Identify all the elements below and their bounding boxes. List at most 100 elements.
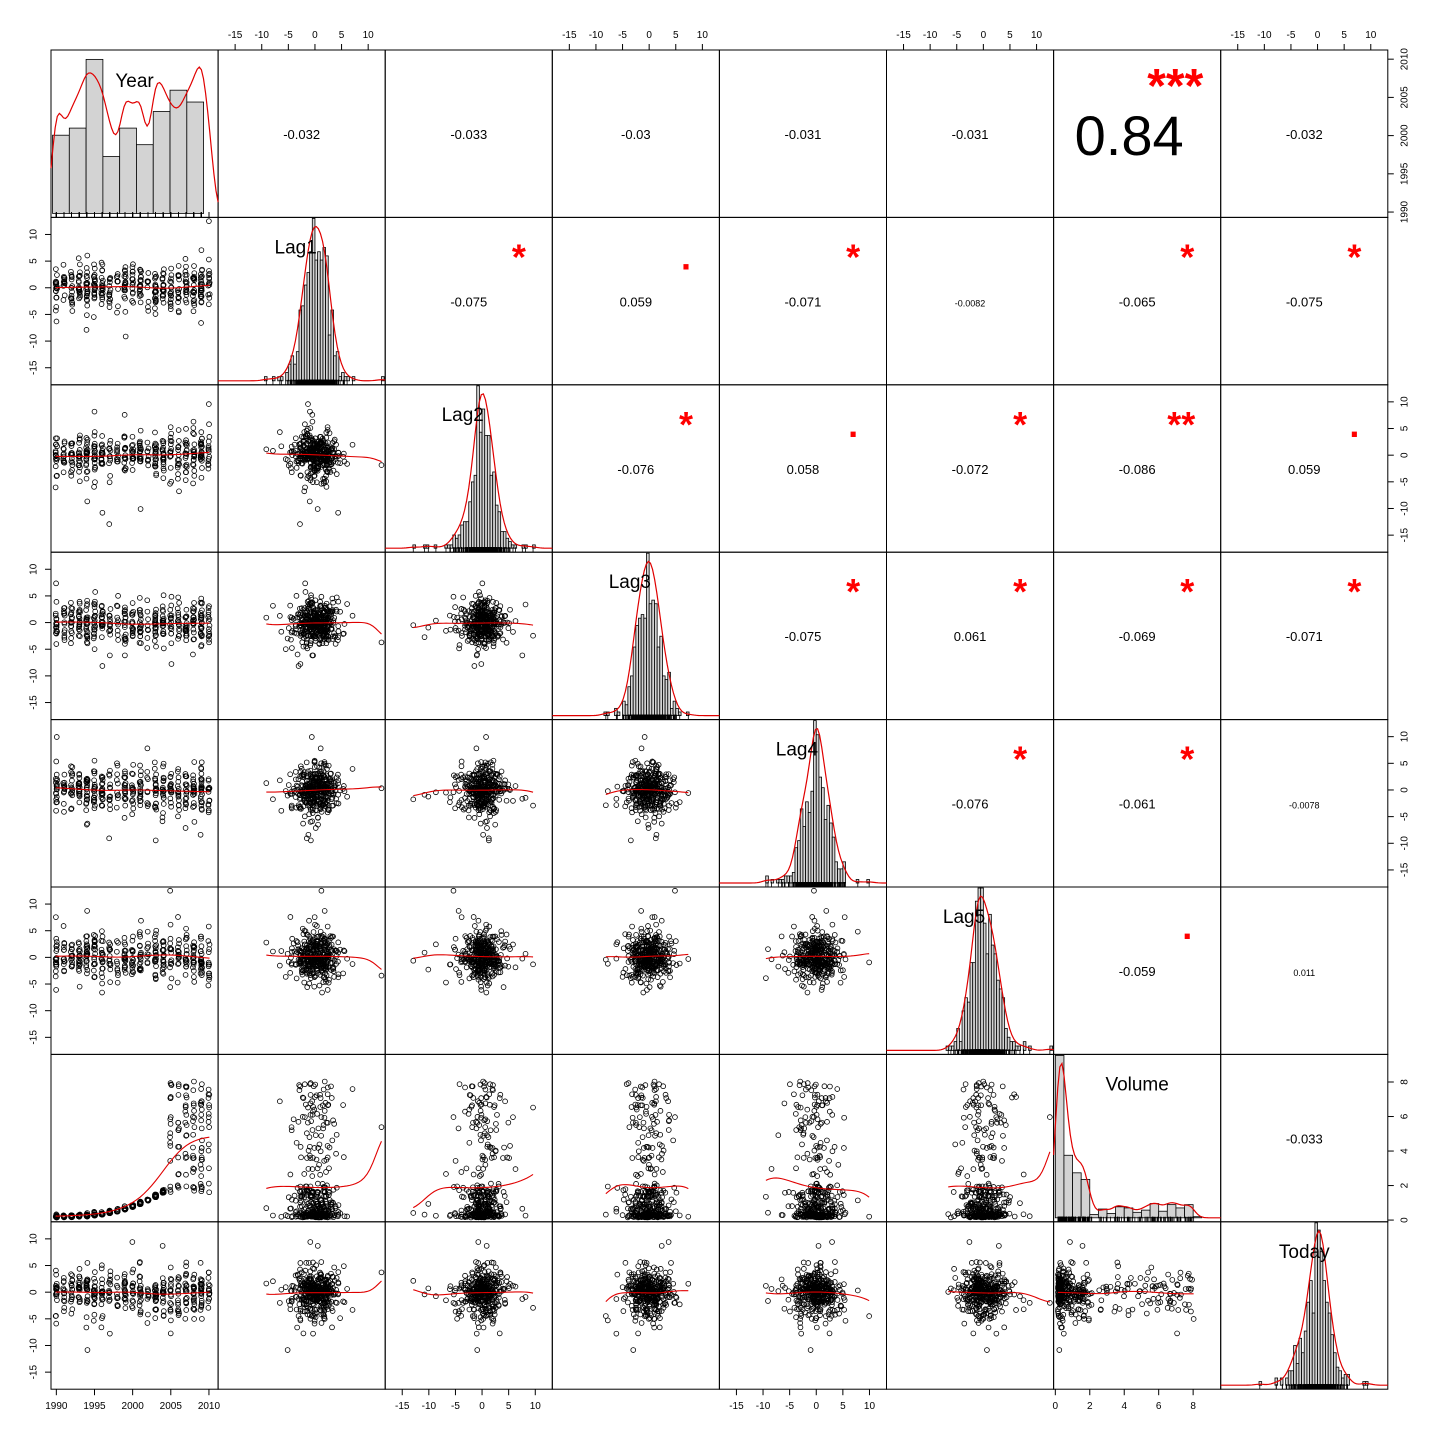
tick-label: 5 [840,1401,846,1412]
data-point [107,275,114,281]
axis-top-lag1: -15 -10 -5 0 5 10 [228,30,374,50]
hist-bar [186,101,205,214]
corr-lag1-lag3: 0.059. [620,236,691,309]
data-point [69,299,75,305]
data-point [144,774,150,781]
data-point [198,429,205,435]
data-point [99,294,106,301]
data-point [152,293,159,299]
panel-lag5-lag2 [384,886,553,1055]
data-point [175,471,181,477]
data-point [182,477,189,483]
data-point [54,272,60,278]
data-point [277,777,283,784]
tick-label: 0 [479,1401,485,1412]
significance-stars: * [846,571,860,612]
data-point [52,463,59,470]
data-point [129,467,136,473]
data-point [503,639,510,646]
data-point [91,261,97,268]
axis-bottom-volume: 0 2 4 6 8 [1053,1389,1196,1412]
hist-bar [381,376,385,382]
axis-left-lag5: -15 -10 -5 0 5 10 [29,898,51,1045]
data-point [176,797,182,804]
data-point [476,589,482,595]
data-point [69,777,75,784]
significance-stars: * [1180,236,1194,277]
tick-label: -5 [1399,477,1410,486]
data-point [53,288,59,295]
panel-volume-lag5 [886,1053,1055,1223]
data-point [191,297,198,303]
scatter-lag3-lag2 [410,580,536,669]
data-point [175,594,181,601]
data-point [198,247,205,253]
tick-label: 1995 [83,1401,106,1412]
data-point [99,433,105,439]
data-point [206,256,212,263]
tick-label: 5 [673,30,679,41]
tick-label: -5 [1286,30,1295,41]
hist-bar [68,127,87,214]
data-point [183,292,190,298]
data-point [68,276,75,283]
data-point [84,302,91,309]
tick-label: -15 [395,1401,410,1412]
data-point [349,766,356,772]
data-point [197,271,204,278]
correlation-value: -0.03 [621,127,651,142]
data-point [129,298,135,304]
data-point [443,628,449,634]
data-point [190,480,196,487]
data-point [190,626,197,633]
data-point [83,475,90,482]
data-point [136,283,143,289]
tick-label: -10 [29,1338,40,1353]
data-point [53,580,59,587]
correlation-value: 0.059 [1288,462,1321,477]
data-point [107,652,113,659]
tick-label: 5 [1399,760,1410,766]
correlation-value: -0.071 [785,294,822,309]
data-point [129,276,136,282]
data-point [91,757,98,764]
data-point [122,264,129,270]
correlation-value: -0.032 [283,127,320,142]
corr-lag2-volume: -0.086 ** [1119,404,1196,477]
data-point [285,782,292,788]
corr-lag3-volume: -0.069 * [1119,571,1195,644]
data-point [160,475,167,481]
data-point [307,408,313,415]
correlation-value: 0.061 [954,629,987,644]
tick-label: 10 [29,563,40,575]
hist-lag3: Lag3 [552,552,720,720]
tick-label: 8 [1399,1079,1410,1085]
tick-label: -10 [29,333,40,348]
variable-name: Lag2 [442,405,484,426]
data-point [191,441,198,448]
data-point [92,479,98,485]
data-point [530,632,536,639]
correlation-value: -0.069 [1119,629,1156,644]
data-point [53,285,60,291]
data-point [53,266,59,272]
data-point [471,663,478,669]
data-point [293,465,300,471]
data-point [493,600,500,606]
data-point [183,606,190,613]
data-point [306,498,313,505]
data-point [167,290,174,297]
data-point [137,299,144,306]
smooth-line [55,284,210,289]
data-point [197,831,204,838]
tick-label: -5 [29,1314,40,1323]
tick-label: 2 [1087,1401,1093,1412]
data-point [206,626,212,632]
data-point [68,640,74,647]
data-point [282,646,289,652]
data-point [68,599,74,606]
data-point [278,443,285,450]
data-point [52,279,59,286]
data-point [83,327,90,333]
data-point [130,261,136,268]
